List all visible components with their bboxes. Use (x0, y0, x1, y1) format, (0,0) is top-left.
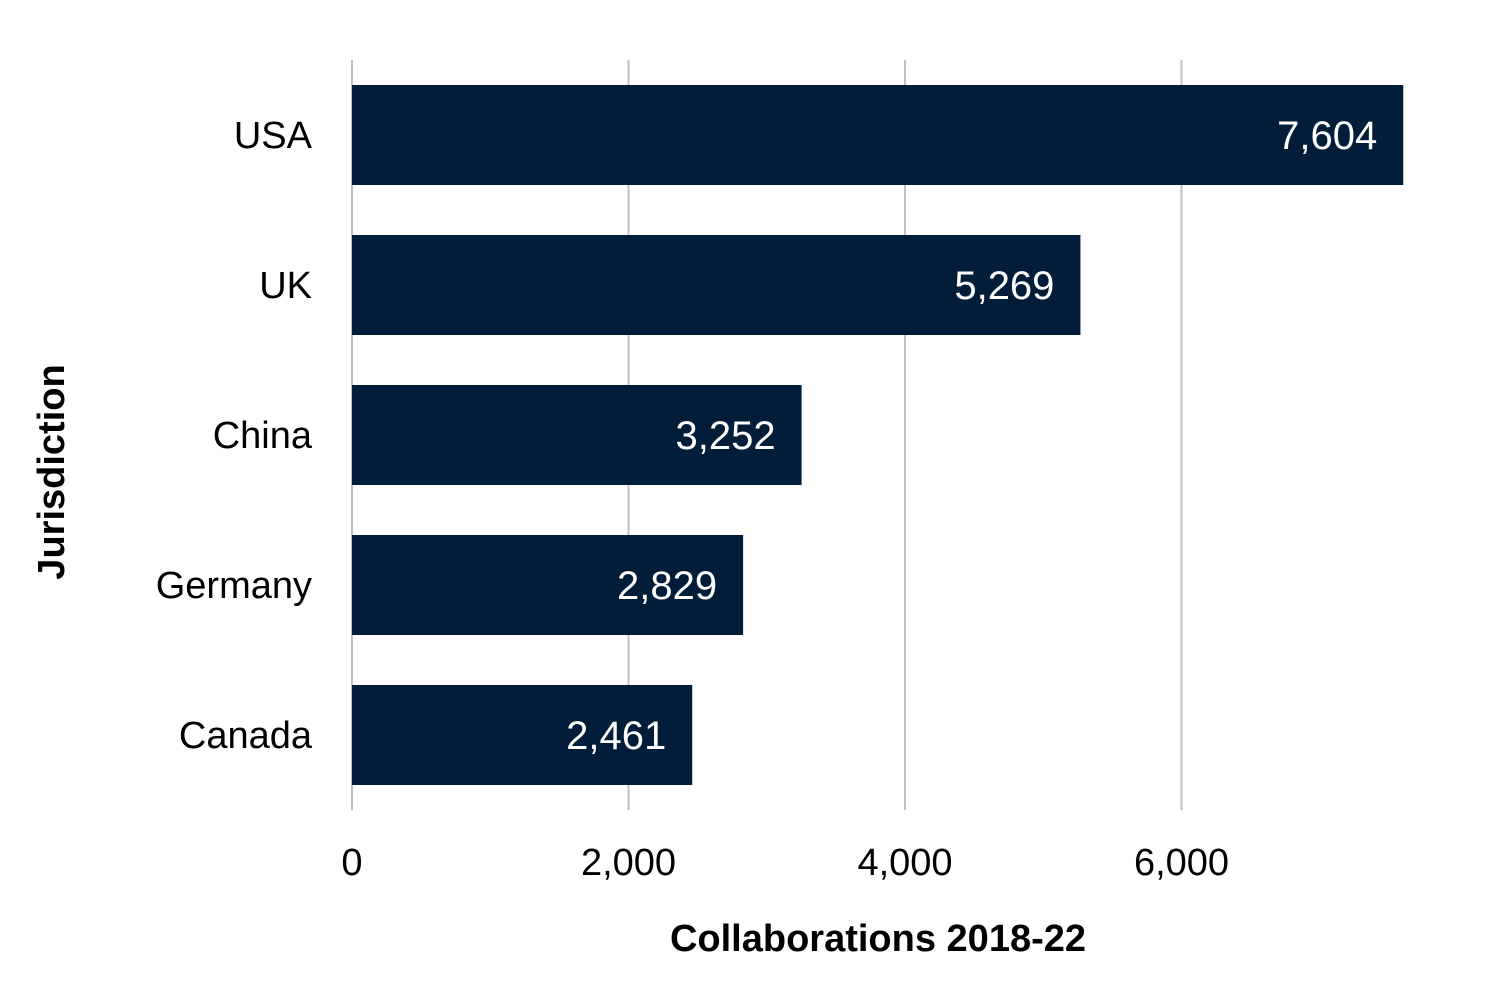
x-tick-label: 4,000 (857, 842, 952, 884)
category-label-germany: Germany (156, 565, 312, 607)
data-label-uk: 5,269 (954, 264, 1054, 308)
x-axis-title: Collaborations 2018-22 (670, 918, 1086, 960)
x-tick-label: 2,000 (581, 842, 676, 884)
x-tick-label: 0 (341, 842, 362, 884)
data-label-china: 3,252 (675, 414, 775, 458)
bars: 7,604 5,269 3,252 2,829 2,461 (352, 85, 1404, 785)
y-axis-title: Jurisdiction (31, 364, 73, 579)
bar-uk (352, 235, 1081, 335)
bar-germany (352, 535, 744, 635)
bar-usa (352, 85, 1404, 185)
x-tick-label: 6,000 (1134, 842, 1229, 884)
data-label-usa: 7,604 (1277, 114, 1377, 158)
category-label-china: China (213, 415, 313, 457)
category-label-usa: USA (234, 115, 313, 157)
data-label-canada: 2,461 (566, 714, 666, 758)
category-labels: USA UK China Germany Canada (156, 115, 313, 757)
data-label-germany: 2,829 (617, 564, 717, 608)
bar-china (352, 385, 802, 485)
category-label-canada: Canada (179, 715, 313, 757)
x-tick-labels: 0 2,000 4,000 6,000 (341, 842, 1229, 884)
category-label-uk: UK (259, 265, 312, 307)
bar-canada (352, 685, 693, 785)
